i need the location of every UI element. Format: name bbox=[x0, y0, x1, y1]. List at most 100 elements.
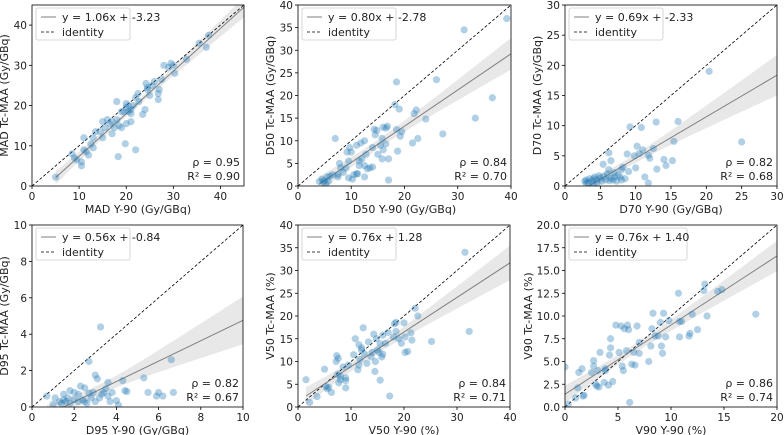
y-tick-label: 25 bbox=[547, 30, 560, 42]
x-tick-label: 30 bbox=[770, 191, 783, 203]
data-point bbox=[635, 149, 643, 158]
identity-line bbox=[298, 225, 510, 407]
data-point bbox=[594, 367, 602, 375]
x-tick-label: 0 bbox=[29, 191, 36, 203]
data-point bbox=[373, 126, 381, 134]
data-point bbox=[84, 151, 93, 159]
regression-line bbox=[62, 319, 243, 407]
regression-line bbox=[55, 6, 244, 179]
data-point bbox=[323, 173, 331, 181]
data-point bbox=[159, 392, 167, 400]
data-point bbox=[342, 164, 350, 172]
x-axis-label: V50 Y-90 (%) bbox=[369, 424, 440, 435]
data-point bbox=[688, 310, 696, 318]
x-tick-label: 20 bbox=[398, 191, 411, 203]
data-point bbox=[335, 379, 343, 387]
data-point bbox=[313, 392, 321, 401]
data-point bbox=[575, 368, 583, 377]
data-point bbox=[80, 146, 88, 154]
x-axis-label: D50 Y-90 (Gy/GBq) bbox=[353, 203, 456, 216]
data-point bbox=[618, 362, 626, 370]
x-tick-label: 30 bbox=[450, 412, 463, 424]
data-point bbox=[85, 357, 93, 366]
data-point bbox=[336, 372, 344, 380]
data-point bbox=[363, 165, 371, 173]
data-point bbox=[49, 400, 57, 407]
data-point bbox=[603, 170, 612, 178]
data-point bbox=[601, 365, 609, 373]
data-point bbox=[98, 390, 106, 398]
x-tick-label: 0 bbox=[295, 412, 302, 424]
data-point bbox=[357, 139, 365, 147]
data-point bbox=[371, 357, 379, 366]
x-tick-label: 10 bbox=[629, 191, 642, 203]
y-tick-label: 25 bbox=[280, 68, 293, 80]
legend-box bbox=[568, 227, 688, 261]
data-point bbox=[351, 335, 359, 343]
data-point bbox=[110, 124, 119, 132]
data-point bbox=[649, 144, 657, 153]
data-point bbox=[621, 175, 629, 183]
y-tick-label: 0 bbox=[553, 181, 560, 193]
data-point bbox=[350, 171, 358, 179]
data-point bbox=[414, 134, 422, 143]
data-point bbox=[384, 155, 393, 163]
data-point bbox=[360, 137, 369, 145]
data-point bbox=[102, 385, 110, 393]
data-point bbox=[347, 148, 355, 156]
x-axis-label: V90 Y-90 (%) bbox=[636, 424, 707, 435]
data-point bbox=[386, 392, 394, 400]
data-point bbox=[337, 164, 345, 172]
data-point bbox=[360, 162, 369, 170]
data-point bbox=[96, 128, 104, 136]
legend-fit-label: y = 0.69x + -2.33 bbox=[595, 11, 693, 24]
data-point bbox=[114, 153, 122, 161]
data-point bbox=[379, 146, 387, 154]
data-point bbox=[101, 124, 109, 132]
x-tick-label: 0 bbox=[562, 191, 569, 203]
data-point bbox=[392, 318, 400, 326]
data-point bbox=[665, 316, 673, 325]
x-axis-label: D95 Y-90 (Gy/GBq) bbox=[86, 424, 189, 435]
y-tick-label: 35 bbox=[280, 23, 293, 35]
data-point bbox=[202, 43, 210, 51]
y-tick-label: 4 bbox=[20, 329, 27, 341]
y-axis-label: MAD Tc-MAA (Gy/GBq) bbox=[0, 34, 11, 157]
data-point bbox=[374, 150, 382, 158]
data-point bbox=[379, 350, 387, 358]
subplot-v50: 0 10 20 30 40 0 5 10 15 20 25 30 35 40 V50 Y-90 (%) V50… bbox=[264, 220, 517, 435]
x-tick-label: 25 bbox=[735, 191, 748, 203]
data-point bbox=[606, 344, 615, 352]
data-point bbox=[586, 175, 594, 183]
data-point bbox=[343, 148, 351, 156]
data-point bbox=[60, 396, 68, 404]
data-point bbox=[617, 322, 625, 330]
confidence-band bbox=[46, 296, 243, 407]
data-point bbox=[609, 176, 617, 184]
regression-line bbox=[319, 53, 511, 185]
confidence-band bbox=[305, 245, 510, 405]
data-point bbox=[595, 172, 603, 180]
data-point bbox=[43, 392, 51, 400]
legend: y = 0.76x + 1.40 identity bbox=[568, 227, 689, 261]
data-point bbox=[93, 375, 102, 383]
data-point bbox=[601, 367, 609, 375]
confidence-band bbox=[565, 240, 777, 403]
y-axis-label: D95 Tc-MAA (Gy/GBq) bbox=[0, 256, 11, 376]
data-point bbox=[112, 397, 120, 405]
data-point bbox=[92, 128, 100, 136]
legend-identity-label: identity bbox=[62, 26, 104, 39]
data-point bbox=[652, 118, 660, 126]
subplot-v90: 0 5 10 15 20 0.0 2.5 5.0 7.5 10.0 12.5 15.0 17.5 20.0… bbox=[522, 220, 784, 435]
y-tick-label: 0.0 bbox=[543, 402, 560, 414]
data-point bbox=[142, 79, 150, 88]
y-tick-label: 10 bbox=[280, 136, 293, 148]
y-tick-label: 2 bbox=[20, 366, 27, 378]
y-tick-label: 25 bbox=[280, 288, 293, 300]
legend-fit-label: y = 1.06x + -3.23 bbox=[62, 11, 160, 24]
data-point bbox=[80, 134, 88, 142]
data-point bbox=[354, 170, 362, 178]
data-point bbox=[302, 376, 310, 384]
data-point bbox=[51, 173, 60, 181]
data-point bbox=[390, 320, 399, 328]
